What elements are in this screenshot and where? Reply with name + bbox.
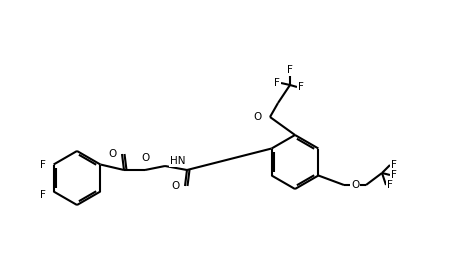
Text: O: O <box>172 181 180 191</box>
Text: O: O <box>109 149 117 159</box>
Text: O: O <box>254 112 262 122</box>
Text: F: F <box>287 65 293 75</box>
Text: O: O <box>351 180 359 190</box>
Text: HN: HN <box>170 156 186 166</box>
Text: F: F <box>274 78 280 88</box>
Text: F: F <box>391 160 397 170</box>
Text: F: F <box>40 159 46 170</box>
Text: F: F <box>40 189 46 199</box>
Text: O: O <box>141 153 149 163</box>
Text: F: F <box>298 82 304 92</box>
Text: F: F <box>391 170 397 180</box>
Text: F: F <box>387 180 393 190</box>
